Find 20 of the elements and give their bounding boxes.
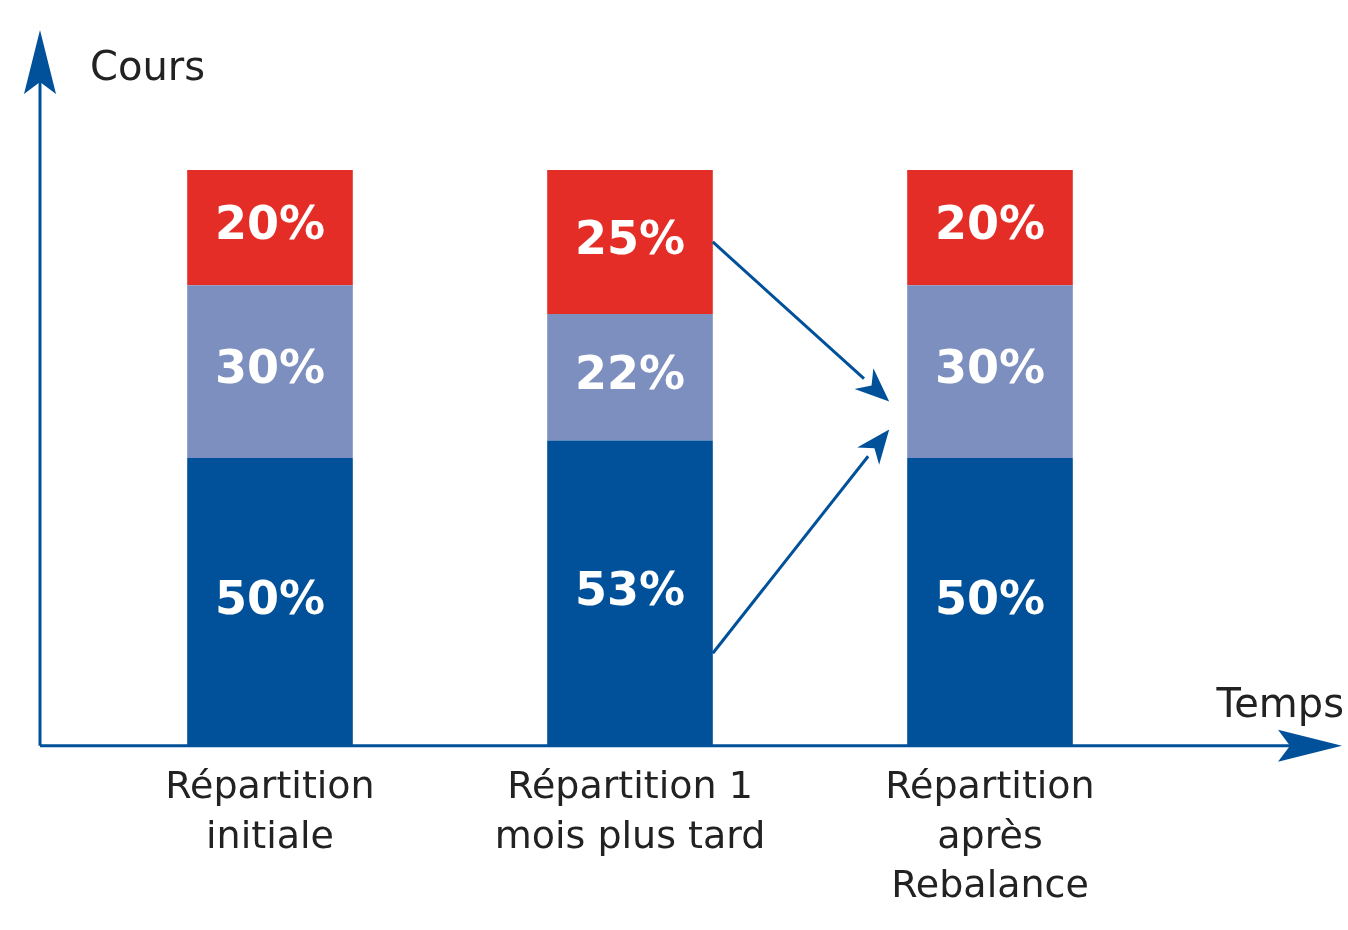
- bar: [547, 169, 713, 314]
- x-tick-label: Répartition après Rebalance: [885, 763, 1095, 907]
- data-label: 30%: [214, 340, 326, 395]
- bar: [187, 285, 353, 458]
- x-tick-label: Répartition initiale: [165, 763, 375, 857]
- data-label: 20%: [214, 196, 326, 251]
- data-label: 50%: [214, 570, 326, 625]
- y-axis-title: Cours: [90, 43, 206, 90]
- data-label: 22%: [574, 346, 686, 401]
- data-label: 20%: [934, 196, 1046, 251]
- data-label: 30%: [934, 340, 1046, 395]
- bar: [907, 285, 1073, 458]
- bar: [547, 313, 713, 441]
- x-axis-title: Temps: [1215, 680, 1344, 727]
- x-tick-label: Répartition 1 mois plus tard: [494, 763, 766, 857]
- bar: [187, 169, 353, 286]
- data-label: 53%: [574, 562, 686, 617]
- bar: [907, 169, 1073, 286]
- data-label: 50%: [934, 570, 1046, 625]
- data-label: 25%: [574, 210, 686, 265]
